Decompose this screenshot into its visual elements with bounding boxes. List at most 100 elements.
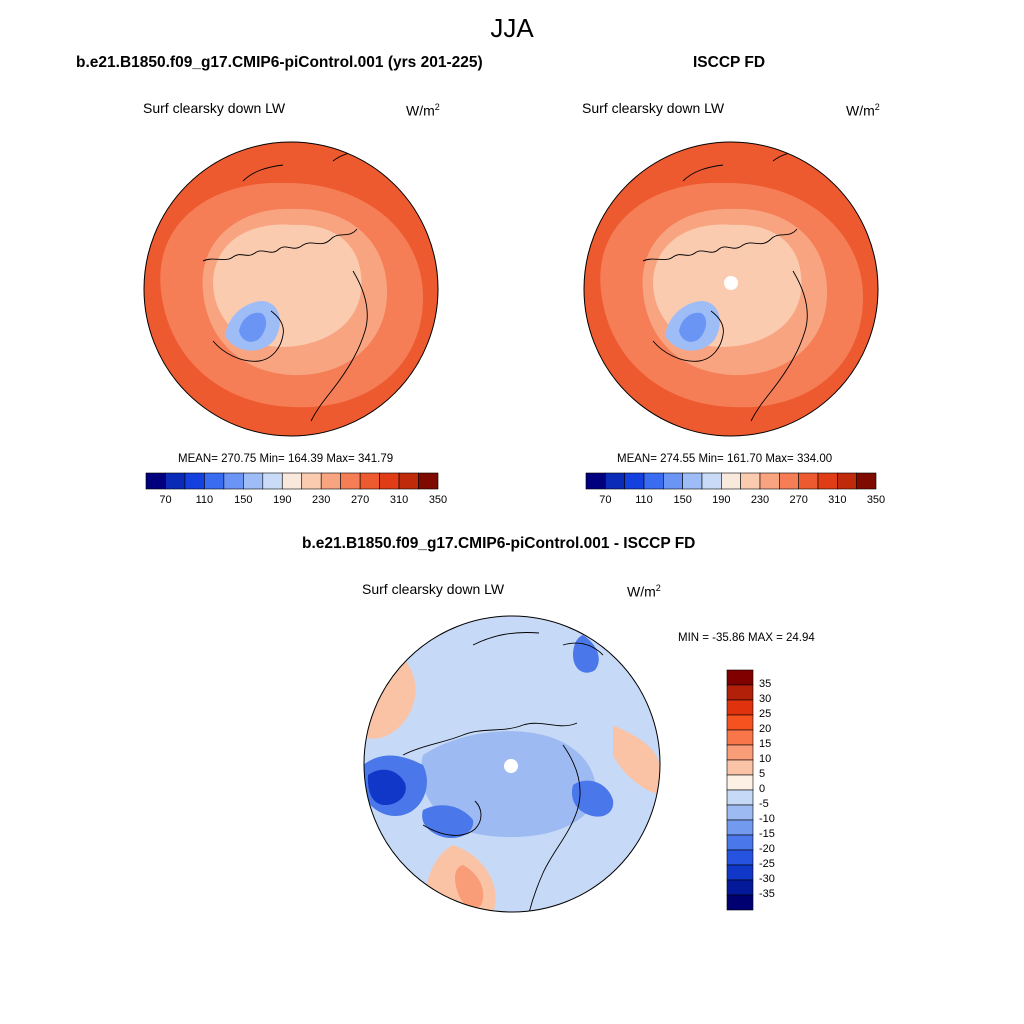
colorbar-tick-label: -15 [759,828,775,840]
colorbar-swatch [145,472,166,490]
colorbar-swatch [585,472,606,490]
map-border [143,141,439,437]
field-warm-east [613,725,660,795]
colorbar-tick-label: 310 [828,494,847,506]
colorbar-swatch [204,472,225,490]
colorbar-swatch [726,729,754,746]
field-mid [421,731,596,838]
colorbar-tick-label: 5 [759,768,766,780]
panel-2-colorbar [585,472,877,490]
colorbar-swatch [663,472,683,490]
colorbar-swatch [779,472,799,490]
colorbar-tick-label: 310 [389,494,409,506]
panel-3-stats: MIN = -35.86 MAX = 24.94 [678,632,815,644]
colorbar-tick-label: 150 [673,494,692,506]
panel-2-units: W/m2 [846,102,880,119]
colorbar-swatch [856,472,877,490]
panel-2-variable-label: Surf clearsky down LW [582,100,725,116]
colorbar-swatch [605,472,625,490]
panel-3-polar-map [363,615,661,913]
colorbar-swatch [726,819,754,836]
colorbar-swatch [701,472,722,490]
colorbar-tick-label: 190 [712,494,731,506]
field-dark-east [571,780,614,817]
colorbar-swatch [165,472,186,490]
colorbar-tick-label: 190 [273,494,292,506]
colorbar-swatch [243,472,264,490]
panel-3-colorbar [726,669,754,911]
panel-2-stats: MEAN= 274.55 Min= 161.70 Max= 334.00 [617,453,833,465]
colorbar-tick-label: 0 [759,783,766,795]
panel-1-variable-label: Surf clearsky down LW [143,100,286,116]
panel-2-colorbar-ticks: 70 110 150 190 230 270 310 350 [586,494,885,508]
colorbar-swatch [301,472,322,490]
map-border [363,615,661,913]
colorbar-swatch [643,472,664,490]
colorbar-swatch [726,669,754,686]
colorbar-tick-label: -35 [759,888,775,900]
field-greenland-dark [422,805,474,839]
colorbar-swatch [281,472,303,490]
colorbar-tick-label: -30 [759,873,775,885]
colorbar-tick-label: -10 [759,813,775,825]
colorbar-tick-label: 270 [350,494,370,506]
colorbar-tick-label: 110 [635,494,653,506]
colorbar-tick-label: 230 [750,494,770,506]
map-field [584,142,878,436]
colorbar-swatch [726,804,754,821]
panel-1-units: W/m2 [406,102,440,119]
colorbar-swatch [726,774,754,791]
colorbar-swatch [726,894,754,911]
colorbar-swatch [726,684,754,701]
coastline-greenland [422,800,482,836]
colorbar-swatch [726,864,754,881]
colorbar-swatch [726,759,754,776]
colorbar-tick-label: 70 [599,494,612,506]
panel-2-polar-map [583,141,879,437]
colorbar-swatch [379,472,400,490]
colorbar-tick-label: 150 [234,494,253,506]
colorbar-swatch [418,472,439,490]
coastline-a [202,228,358,262]
panel-3-variable-label: Surf clearsky down LW [362,581,505,597]
colorbar-tick-label: 10 [759,753,772,765]
colorbar-swatch [837,472,857,490]
colorbar-swatch [726,879,754,896]
colorbar-swatch [359,472,380,490]
panel-2-title: ISCCP FD [693,54,766,71]
coastline-north [472,632,604,656]
colorbar-swatch [726,789,754,806]
coastline-greenland [212,310,284,362]
panel-3-colorbar-ticks: 35 30 25 20 15 10 5 0 -5 -10 -15 -20 -25 -30 -35 [759,670,799,910]
panel-3-units: W/m2 [627,583,661,600]
colorbar-swatch [682,472,703,490]
colorbar-swatch [726,714,754,731]
figure-title: JJA [490,13,534,43]
colorbar-tick-label: 30 [759,693,772,705]
colorbar-tick-label: 70 [159,494,172,506]
field-dark-north [573,635,599,673]
colorbar-tick-label: 15 [759,738,772,750]
colorbar-swatch [320,472,341,490]
panel-1-stats: MEAN= 270.75 Min= 164.39 Max= 341.79 [178,453,394,465]
panel-1-colorbar-ticks: 70 110 150 190 230 270 310 350 [146,494,447,508]
panel-3-title: b.e21.B1850.f09_g17.CMIP6-piControl.001 … [302,535,696,552]
field-greenland-cold [239,312,267,342]
pole-hole [504,759,518,773]
colorbar-tick-label: 20 [759,723,772,735]
coastline-eurasia [528,744,581,912]
field-darkest-west [367,769,406,805]
colorbar-tick-label: 110 [195,494,214,506]
colorbar-swatch [721,472,741,490]
colorbar-swatch [726,849,754,866]
field-greenland-cold [679,312,707,342]
colorbar-tick-label: -5 [759,798,769,810]
coastline-a [402,722,578,756]
coastline-a [642,228,798,262]
panel-1-polar-map [143,141,439,437]
colorbar-swatch [184,472,205,490]
colorbar-swatch [798,472,819,490]
coastline-eurasia [310,270,368,422]
panel-1-title: b.e21.B1850.f09_g17.CMIP6-piControl.001 … [76,54,483,71]
coastline-eurasia [750,270,808,422]
